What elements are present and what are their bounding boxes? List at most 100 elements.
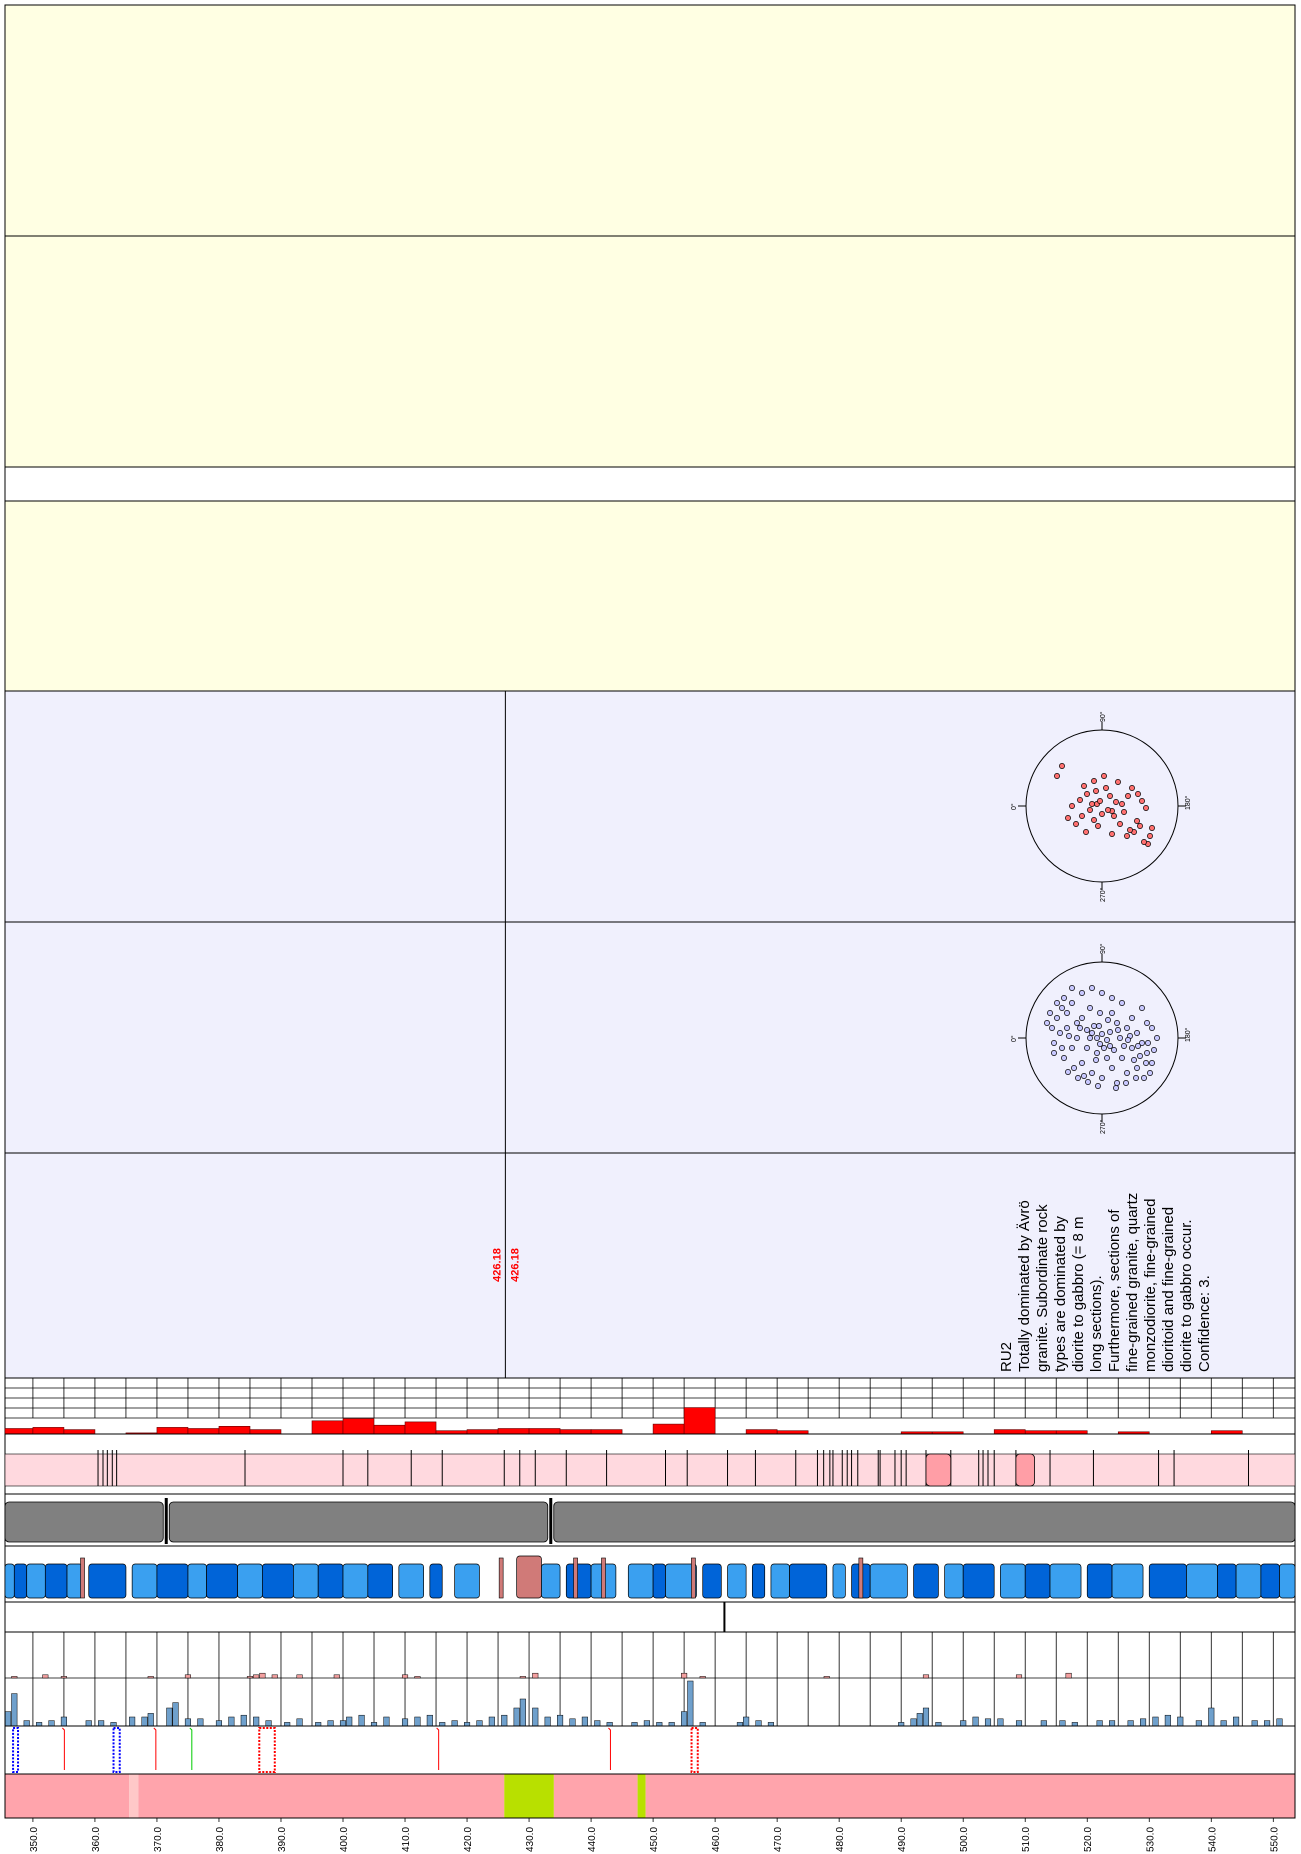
histogram-bar-blue	[166, 1707, 173, 1727]
pole-point-red	[1065, 815, 1071, 821]
track-histogram-frame	[4, 1631, 1296, 1727]
blue-brown-tick	[573, 1557, 578, 1599]
frequency-bar	[590, 1429, 623, 1435]
pole-point-blue	[1079, 990, 1085, 996]
fracture-zone-dense	[690, 1727, 699, 1773]
histogram-bar-blue	[476, 1720, 483, 1727]
histogram-bar-red	[699, 1676, 706, 1679]
blue-brown-tick	[498, 1557, 504, 1599]
pole-point-blue	[1114, 1020, 1120, 1026]
depth-tick-label: 540.0	[1207, 1827, 1218, 1852]
blue-segment	[1279, 1563, 1296, 1599]
histogram-bar-blue	[643, 1720, 650, 1727]
pole-point-blue	[1087, 1035, 1093, 1041]
pole-point-blue	[1147, 1070, 1153, 1076]
depth-tick-label: 380.0	[215, 1827, 226, 1852]
blue-segment	[88, 1563, 127, 1599]
histogram-bar-blue	[401, 1718, 409, 1727]
pole-point-red	[1113, 799, 1119, 805]
pole-point-blue	[1061, 995, 1067, 1001]
pole-point-blue	[1133, 1075, 1139, 1081]
stereonet-red-north-label: 90°	[1099, 711, 1107, 722]
histogram-bar-blue	[141, 1716, 148, 1727]
pole-point-blue	[1089, 985, 1095, 991]
histogram-bar-red	[246, 1676, 254, 1679]
pole-point-blue	[1091, 1023, 1097, 1029]
frequency-bar	[156, 1427, 189, 1435]
frequency-bar	[466, 1429, 499, 1435]
track-fracture-frame	[4, 1725, 1296, 1775]
histogram-bar-red	[11, 1676, 18, 1679]
pole-point-blue	[1124, 1025, 1130, 1031]
blue-segment	[832, 1563, 846, 1599]
blue-segment	[293, 1563, 319, 1599]
histogram-bar-blue	[1152, 1716, 1159, 1727]
histogram-bar-blue	[339, 1720, 347, 1727]
pole-point-blue	[1134, 1065, 1140, 1071]
histogram-bar-blue	[11, 1693, 18, 1727]
histogram-bar-blue	[699, 1722, 706, 1727]
pole-point-blue	[1075, 1075, 1081, 1081]
blue-segment	[962, 1563, 995, 1599]
stereonet-red-west-label: 0°	[1010, 803, 1018, 810]
histogram-bar-blue	[315, 1722, 322, 1727]
depth-tick-label: 490.0	[897, 1827, 908, 1852]
depth-tick-label: 500.0	[959, 1827, 970, 1852]
pole-point-red	[1097, 798, 1103, 804]
pole-point-blue	[1124, 1070, 1130, 1076]
histogram-bar-red	[42, 1674, 49, 1679]
histogram-bar-blue	[1140, 1718, 1147, 1727]
frequency-bar	[559, 1429, 592, 1435]
pole-point-blue	[1099, 1075, 1105, 1081]
depth-tick-label: 410.0	[401, 1827, 412, 1852]
blue-segment	[66, 1563, 83, 1599]
pole-point-blue	[1094, 1050, 1100, 1056]
histogram-bar-blue	[488, 1716, 495, 1727]
pole-point-blue	[1084, 1045, 1090, 1051]
pole-point-red	[1111, 813, 1117, 819]
pole-point-blue	[1096, 1023, 1102, 1029]
depth-tick-label: 440.0	[587, 1827, 598, 1852]
blue-segment	[1217, 1563, 1237, 1599]
pole-point-blue	[1101, 1045, 1107, 1051]
pole-point-blue	[1097, 1010, 1103, 1016]
blue-brown-tick	[691, 1557, 696, 1599]
stereonet-red: 90° 270° 0° 180°	[1010, 711, 1192, 902]
frequency-bar	[342, 1418, 375, 1435]
blue-segment	[541, 1563, 561, 1599]
pole-point-blue	[1119, 1000, 1125, 1006]
blue-segment	[1024, 1563, 1051, 1599]
pole-point-red	[1134, 818, 1140, 824]
rock-unit-line: long sections).	[1088, 1275, 1105, 1372]
blue-segment	[367, 1563, 393, 1599]
pole-point-red	[1089, 801, 1095, 807]
pole-point-blue	[1085, 1079, 1091, 1085]
histogram-bar-red	[1065, 1672, 1072, 1679]
pole-point-blue	[1079, 1060, 1085, 1066]
pole-point-blue	[1143, 1060, 1149, 1066]
pole-point-blue	[1129, 1015, 1135, 1021]
rock-unit-line: granite. Subordinate rock	[1034, 1204, 1051, 1372]
pole-point-blue	[1109, 1065, 1115, 1071]
histogram-bar-blue	[1264, 1720, 1271, 1727]
histogram-bar-blue	[519, 1698, 526, 1727]
rock-unit-line: types are dominated by	[1052, 1216, 1069, 1372]
histogram-bar-blue	[1177, 1716, 1184, 1727]
histogram-bar-blue	[240, 1714, 247, 1727]
frequency-bar	[683, 1407, 716, 1435]
blue-segment	[454, 1563, 480, 1599]
pole-point-blue	[1141, 1075, 1147, 1081]
fracture-zone-dense	[112, 1727, 121, 1773]
histogram-bar-blue	[532, 1707, 539, 1727]
depth-tick-label: 460.0	[711, 1827, 722, 1852]
histogram-bar-blue	[98, 1720, 105, 1727]
blue-segment	[702, 1563, 722, 1599]
histogram-bar-blue	[1276, 1718, 1283, 1727]
pole-point-blue	[1109, 1010, 1115, 1016]
fracture-zone-dense	[258, 1727, 276, 1773]
blue-segment	[1260, 1563, 1280, 1599]
histogram-bar-blue	[60, 1716, 67, 1727]
depth-tick-label: 420.0	[463, 1827, 474, 1852]
histogram-bar-blue	[36, 1722, 43, 1727]
histogram-bar-red	[922, 1674, 930, 1679]
